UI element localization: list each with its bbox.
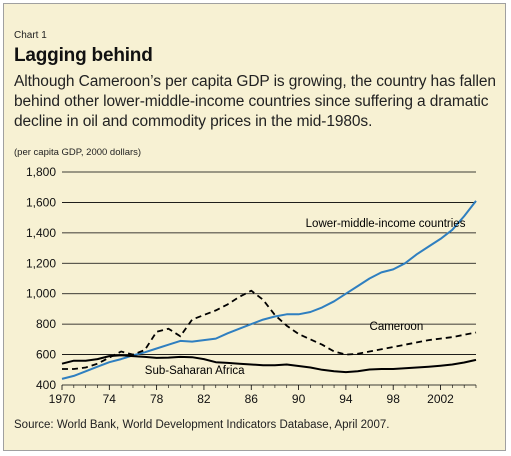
x-tick-label: 82 (197, 392, 211, 406)
units-label: (per capita GDP, 2000 dollars) (14, 147, 142, 158)
series-line-1 (62, 289, 477, 370)
source-note: Source: World Bank, World Development In… (14, 419, 390, 431)
x-tick-label: 90 (292, 392, 306, 406)
y-tick-label: 800 (36, 317, 56, 331)
chart-panel: Chart 1 Lagging behind Although Cameroon… (3, 3, 506, 451)
x-tick-label: 2002 (427, 392, 454, 406)
y-tick-label: 1,400 (26, 226, 56, 240)
series-line-2 (61, 354, 477, 374)
x-tick-label: 86 (245, 392, 259, 406)
series-label-2: Sub-Saharan Africa (145, 365, 245, 377)
y-tick-label: 1,600 (26, 195, 56, 209)
series-label-1: Cameroon (370, 321, 424, 333)
x-tick-label: 74 (103, 392, 117, 406)
chart-subtitle: Although Cameroon’s per capita GDP is gr… (14, 73, 496, 130)
line-chart: 400 600 800 1,000 1,200 1,400 1,600 1,800 1970 74… (26, 165, 477, 406)
x-tick-label: 78 (150, 392, 164, 406)
y-tick-label: 1,800 (26, 165, 56, 179)
y-tick-label: 400 (36, 378, 56, 392)
y-tick-label: 600 (36, 348, 56, 362)
x-tick-label: 1970 (49, 392, 76, 406)
x-tick-label: 94 (339, 392, 353, 406)
y-tick-label: 1,000 (26, 287, 56, 301)
y-tick-label: 1,200 (26, 256, 56, 270)
chart-number-label: Chart 1 (14, 30, 47, 41)
series-label-0: Lower-middle-income countries (306, 218, 466, 230)
chart-title: Lagging behind (14, 45, 153, 66)
x-tick-label: 98 (387, 392, 401, 406)
